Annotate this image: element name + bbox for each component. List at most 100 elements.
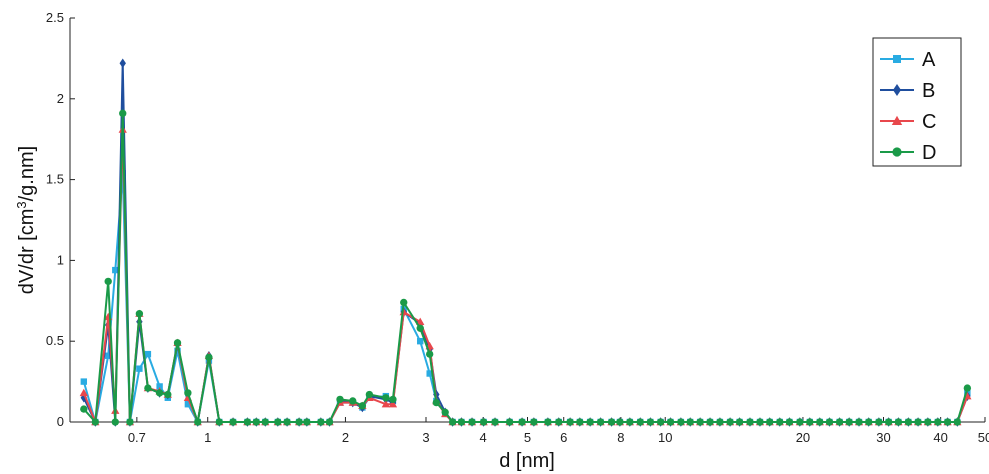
y-tick-label: 1 [57, 252, 64, 267]
data-point-circle [505, 418, 514, 426]
data-point-circle [274, 418, 282, 426]
legend-item-B: B [880, 80, 935, 102]
data-point-circle [785, 418, 794, 426]
data-point-circle [425, 350, 434, 358]
data-point-square [112, 266, 119, 274]
data-point-triangle [79, 388, 88, 397]
data-point-circle [194, 418, 202, 426]
data-point-circle [432, 398, 441, 407]
data-point-circle [616, 418, 624, 426]
x-tick-label: 6 [560, 430, 567, 445]
data-point-circle [144, 384, 152, 392]
legend-label: A [922, 49, 936, 71]
data-point-circle [173, 339, 182, 347]
data-point-circle [706, 418, 714, 426]
data-point-circle [252, 418, 260, 426]
data-point-circle [243, 418, 252, 426]
data-point-circle [544, 418, 552, 426]
data-point-triangle [416, 317, 425, 326]
y-axis-title-superscript: 3 [14, 201, 29, 208]
series-B [80, 58, 971, 427]
data-point-circle [205, 353, 213, 362]
data-point-circle [677, 418, 685, 426]
data-point-circle [892, 147, 902, 157]
y-tick-label: 0 [57, 414, 64, 429]
y-tick-label: 1.5 [46, 172, 64, 187]
data-point-square [184, 401, 192, 408]
data-point-circle [448, 418, 457, 426]
y-ticks: 0 0.5 1 1.5 2 2.5 [46, 10, 75, 429]
data-point-circle [586, 418, 594, 426]
data-point-circle [894, 418, 903, 426]
data-point-circle [135, 310, 144, 318]
data-point-circle [825, 418, 834, 426]
y-tick-label: 0.5 [46, 333, 64, 348]
data-point-circle [904, 418, 913, 426]
y-tick-label: 2 [57, 91, 64, 106]
data-point-circle [596, 418, 605, 426]
data-point-square [893, 55, 901, 63]
data-point-square [119, 169, 126, 177]
data-point-circle [365, 390, 374, 399]
series-line-B [82, 62, 969, 423]
data-point-circle [104, 277, 112, 286]
x-tick-label: 4 [480, 430, 487, 445]
data-point-circle [566, 418, 574, 426]
data-point-circle [491, 418, 499, 426]
data-point-circle [184, 389, 192, 397]
data-point-circle [518, 418, 526, 426]
data-point-square [156, 383, 163, 390]
data-point-diamond [893, 84, 901, 96]
data-point-circle [636, 418, 644, 426]
x-tick-label: 20 [796, 430, 810, 445]
legend-item-C: C [880, 111, 936, 133]
data-point-diamond [80, 392, 88, 403]
data-point-circle [441, 408, 449, 416]
legend-item-D: D [880, 142, 936, 164]
x-axis-title: d [nm] [499, 450, 555, 472]
legend-label: B [922, 80, 935, 102]
data-point-circle [215, 418, 223, 426]
data-point-circle [400, 298, 408, 307]
data-point-circle [111, 418, 119, 426]
data-point-circle [816, 418, 824, 426]
data-point-circle [735, 418, 744, 426]
data-point-circle [656, 418, 665, 426]
series-line-D [83, 112, 969, 423]
data-point-circle [796, 418, 804, 426]
data-point-square [80, 378, 88, 385]
data-point-circle [943, 418, 952, 426]
data-point-circle [358, 402, 367, 410]
data-point-circle [696, 418, 704, 426]
x-tick-label: 3 [422, 430, 429, 445]
data-point-circle [229, 418, 237, 426]
data-point-circle [855, 418, 863, 426]
data-point-circle [295, 418, 303, 426]
x-tick-label: 50 [978, 430, 989, 445]
data-point-circle [80, 405, 88, 413]
data-point-circle [317, 418, 325, 426]
data-point-circle [155, 389, 164, 397]
data-point-circle [91, 418, 100, 426]
data-point-triangle [388, 400, 398, 408]
data-point-square [426, 370, 433, 377]
data-point-circle [686, 418, 694, 426]
data-point-square [105, 352, 112, 359]
data-point-circle [457, 418, 466, 426]
data-point-circle [806, 418, 814, 426]
data-point-square [144, 350, 152, 358]
data-point-circle [865, 418, 873, 426]
data-point-circle [468, 418, 476, 426]
data-point-circle [924, 418, 932, 426]
data-point-circle [336, 395, 344, 404]
data-point-circle [953, 418, 962, 426]
data-point-circle [126, 418, 134, 426]
data-point-circle [884, 418, 893, 426]
data-point-circle [646, 418, 655, 426]
data-point-circle [416, 324, 424, 332]
y-axis-title: dV/dr [cm3/g.nm] [14, 146, 38, 294]
data-point-triangle [381, 400, 391, 408]
data-point-square [417, 338, 424, 345]
